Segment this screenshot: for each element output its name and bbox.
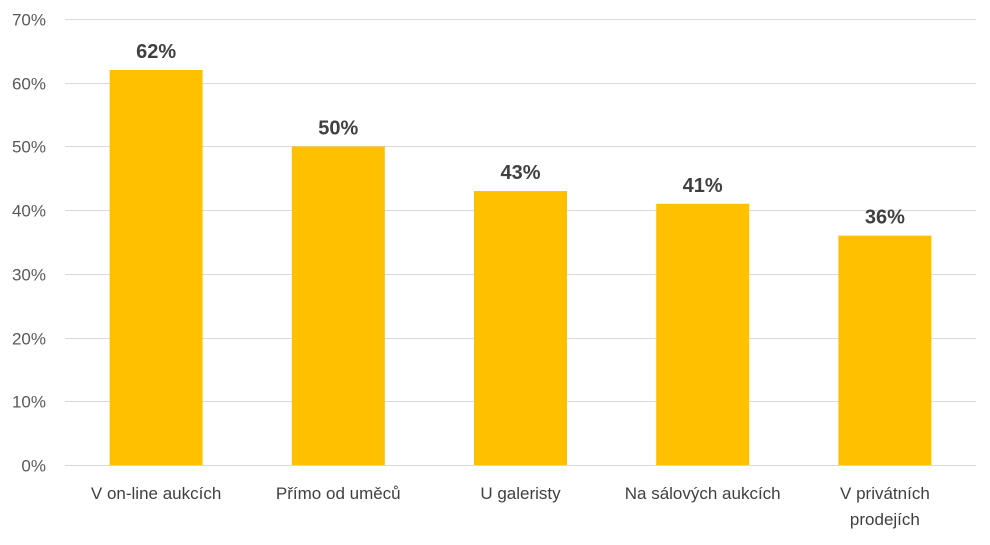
y-tick-label: 40% bbox=[12, 202, 46, 221]
bar bbox=[656, 203, 750, 465]
bar bbox=[838, 235, 932, 465]
data-labels: 62% 50% 43% 41% 36% bbox=[136, 41, 905, 229]
x-category-label: U galeristy bbox=[480, 484, 561, 503]
bar bbox=[291, 146, 385, 465]
x-category-label: V on-line aukcích bbox=[91, 484, 221, 503]
x-category-label: V privátních bbox=[840, 484, 930, 503]
y-tick-label: 70% bbox=[12, 11, 46, 30]
y-tick-label: 30% bbox=[12, 266, 46, 285]
x-category-label: prodejích bbox=[850, 510, 920, 529]
x-axis-category-labels: V on-line aukcích Přímo od uměců U galeris… bbox=[91, 484, 930, 529]
y-tick-label: 20% bbox=[12, 330, 46, 349]
data-label: 41% bbox=[683, 175, 723, 197]
y-tick-label: 60% bbox=[12, 75, 46, 94]
data-label: 62% bbox=[136, 41, 176, 63]
x-category-label: Přímo od uměců bbox=[276, 484, 401, 503]
y-tick-label: 50% bbox=[12, 138, 46, 157]
bar bbox=[109, 69, 203, 465]
bar bbox=[474, 191, 567, 465]
x-category-label: Na sálových aukcích bbox=[625, 484, 781, 503]
data-label: 36% bbox=[865, 207, 905, 229]
y-tick-label: 0% bbox=[21, 457, 46, 476]
data-label: 50% bbox=[318, 117, 358, 139]
y-tick-label: 10% bbox=[12, 393, 46, 412]
y-axis-tick-labels: 0% 10% 20% 30% 40% 50% 60% 70% bbox=[12, 11, 46, 476]
bars bbox=[109, 69, 932, 465]
data-label: 43% bbox=[500, 162, 540, 184]
